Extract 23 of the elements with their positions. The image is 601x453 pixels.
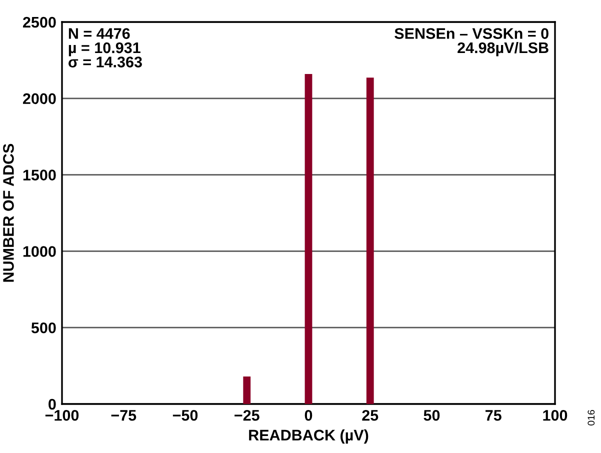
x-tick-label: −75 — [111, 410, 136, 421]
x-tick-label: −50 — [172, 410, 198, 421]
annotation: N = 4476 µ = 10.931 σ = 14.363 — [68, 28, 142, 68]
x-axis-title: READBACK (µV) — [249, 429, 368, 444]
y-tick-label: 1500 — [23, 170, 56, 180]
x-tick-label: 50 — [424, 410, 440, 421]
bar — [304, 74, 312, 404]
x-tick-label: 0 — [304, 410, 312, 421]
x-tick-label: −100 — [45, 410, 79, 421]
bar — [366, 78, 374, 404]
y-tick-label: 500 — [31, 322, 56, 334]
x-tick-label: 25 — [362, 410, 378, 421]
y-tick-label: 0 — [48, 398, 56, 410]
annotation: SENSEn – VSSKn = 0 24.98µV/LSB — [394, 28, 548, 56]
x-tick-label: −25 — [234, 410, 260, 421]
y-tick-label: 2500 — [22, 16, 56, 28]
y-tick-label: 2000 — [22, 93, 56, 104]
x-tick-label: 75 — [486, 410, 502, 421]
bar — [243, 376, 251, 404]
x-tick-label: 100 — [543, 410, 568, 421]
text: 016 — [588, 410, 595, 426]
y-axis-title: NUMBER OF ADCS — [3, 144, 14, 282]
y-tick-label: 1000 — [23, 246, 56, 257]
